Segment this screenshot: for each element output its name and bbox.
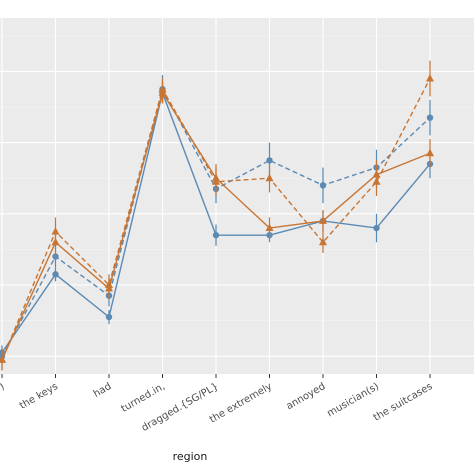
data-point <box>212 177 220 185</box>
x-tick-label: annoyed <box>284 381 327 412</box>
data-point <box>105 313 113 321</box>
data-point <box>319 237 327 246</box>
data-point <box>426 148 434 157</box>
data-point <box>265 223 274 232</box>
data-point <box>265 173 274 182</box>
data-point <box>426 74 434 82</box>
data-point <box>372 177 381 185</box>
data-point <box>373 224 380 232</box>
data-point <box>52 271 59 278</box>
x-axis-ticks: ) the keys had turned.in,dragged.{SG/PL}the… <box>0 374 435 434</box>
data-point <box>0 355 6 363</box>
x-tick-label: the suitcases <box>372 381 435 424</box>
data-point <box>105 280 113 288</box>
x-tick-label: the keys <box>18 381 60 412</box>
x-axis-title: region <box>173 450 208 463</box>
data-point <box>51 227 60 235</box>
data-point <box>212 231 220 239</box>
series-layer <box>0 60 434 371</box>
plot-panel <box>0 18 474 374</box>
data-point <box>426 114 434 121</box>
x-tick-label: had <box>92 381 114 400</box>
data-point <box>319 182 327 189</box>
data-point <box>319 216 327 224</box>
data-point <box>158 84 167 93</box>
data-point <box>266 157 273 164</box>
series-4 <box>0 60 434 371</box>
x-tick-label: ) <box>0 381 7 393</box>
x-tick-label: turned.in, <box>119 381 167 415</box>
